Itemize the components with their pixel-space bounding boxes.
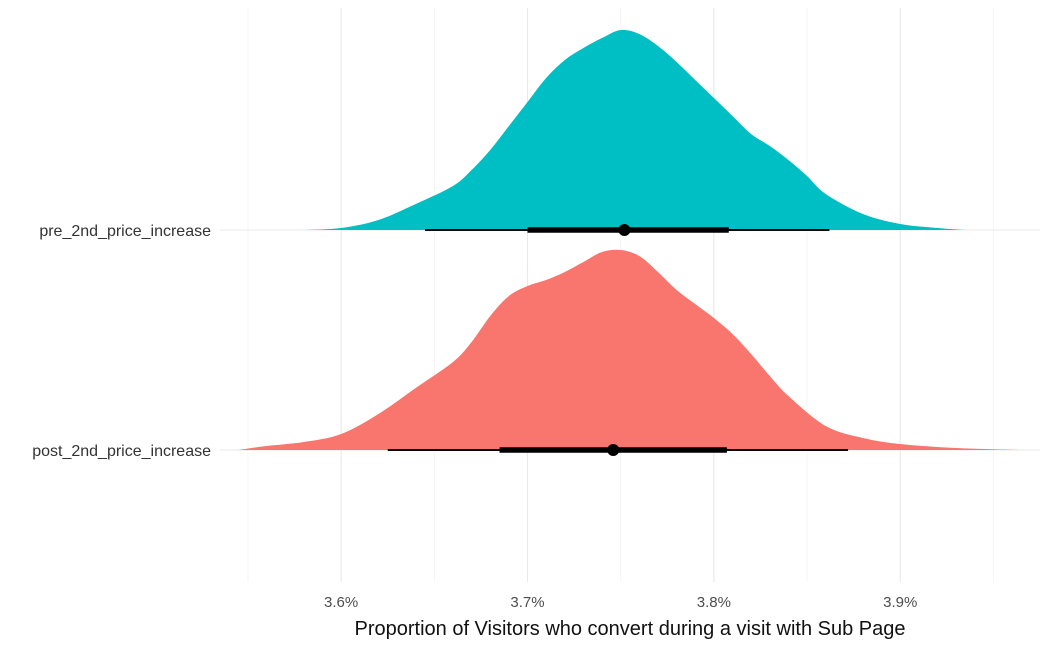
density-area-pre-2nd-price-increase bbox=[303, 29, 966, 230]
x-tick-label: 3.9% bbox=[883, 594, 917, 611]
point-estimate-pre-2nd-price-increase bbox=[618, 224, 631, 236]
point-estimate-post-2nd-price-increase bbox=[607, 444, 620, 456]
interval-bars bbox=[387, 224, 849, 456]
x-tick-label: 3.6% bbox=[324, 594, 358, 611]
x-tick-label: 3.8% bbox=[697, 594, 731, 611]
density-area-post-2nd-price-increase bbox=[238, 249, 1022, 450]
density-areas bbox=[238, 29, 1022, 450]
category-label: post_2nd_price_increase bbox=[32, 443, 211, 460]
x-axis-title: Proportion of Visitors who convert durin… bbox=[354, 618, 905, 640]
x-tick-label: 3.7% bbox=[510, 594, 544, 611]
x-axis-ticks: 3.6% 3.7% 3.8% 3.9% bbox=[324, 594, 917, 611]
y-axis-categories: pre_2nd_price_increase post_2nd_price_inc… bbox=[32, 223, 211, 460]
category-label: pre_2nd_price_increase bbox=[39, 223, 211, 240]
